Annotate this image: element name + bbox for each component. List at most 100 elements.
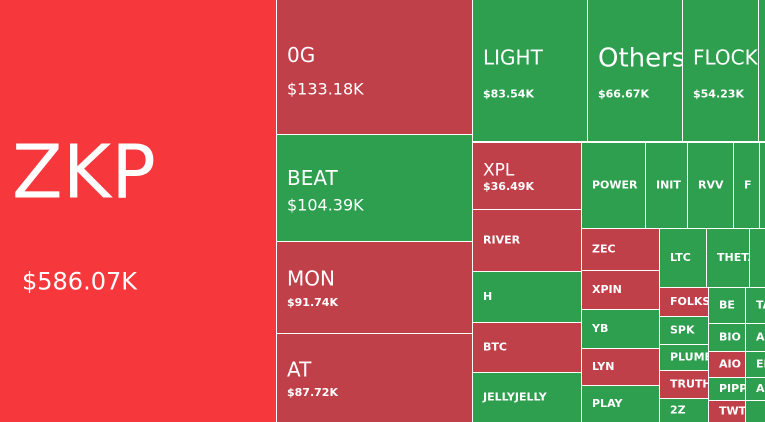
- tile: F: [734, 143, 759, 228]
- tile-label: PIPP: [719, 382, 747, 395]
- tile-label: BE: [719, 299, 735, 312]
- tile: YB: [582, 310, 659, 348]
- tile-background: [683, 0, 758, 141]
- tile: AT $87.72K: [277, 334, 472, 422]
- tile-background: [660, 229, 706, 287]
- tile-background: [277, 334, 472, 422]
- tile-label: TA: [756, 299, 765, 312]
- tile-label: LTC: [670, 251, 691, 264]
- tile: BTC: [473, 323, 581, 372]
- tile-label: EI: [756, 358, 765, 371]
- tile-label: FLOCK: [693, 46, 759, 70]
- tile-background: [746, 352, 765, 377]
- tile: [746, 401, 765, 422]
- tile-label: 0G: [287, 43, 315, 67]
- tile-label: SPK: [670, 324, 695, 337]
- tile-value: $586.07K: [22, 268, 138, 296]
- tile: LIGHT $83.54K: [473, 0, 587, 141]
- tile-background: [709, 324, 745, 351]
- tile-label: MON: [287, 267, 335, 291]
- tile: ZKP $586.07K: [0, 0, 276, 422]
- tile-background: [660, 371, 708, 398]
- tile-background: [473, 0, 587, 141]
- tile-value: $87.72K: [287, 386, 338, 399]
- tile-background: [746, 324, 765, 351]
- tile: AC: [746, 324, 765, 351]
- tile-background: [688, 143, 733, 228]
- tile: MON $91.74K: [277, 242, 472, 333]
- tile-background: [588, 0, 682, 141]
- tile-label: ZKP: [12, 130, 156, 216]
- tile: PLAY: [582, 386, 659, 422]
- tile: LYN: [582, 349, 659, 385]
- tile-label: AC: [756, 331, 765, 344]
- tile-background: [709, 288, 745, 323]
- tile-label: RIVER: [483, 234, 521, 247]
- tile-background: [709, 352, 745, 377]
- tile: THETA: [707, 229, 749, 287]
- tile: H: [473, 272, 581, 322]
- tile: BIO: [709, 324, 745, 351]
- tile-label: F: [744, 179, 752, 192]
- tile-background: [660, 288, 708, 316]
- tile: XPL$36.49K: [473, 143, 581, 209]
- tile: PLUME: [660, 345, 708, 370]
- tile-label: INIT: [656, 179, 681, 192]
- tile-label: POWER: [592, 179, 638, 192]
- tile-label: BIO: [719, 331, 741, 344]
- tile-background: [709, 378, 745, 400]
- tile: JELLYJELLY: [473, 373, 581, 422]
- tile-background: [473, 143, 581, 209]
- tile: POWER: [582, 143, 645, 228]
- tile-label: JELLYJELLY: [482, 391, 548, 404]
- tile: ZEC: [582, 229, 659, 270]
- tile-background: [707, 229, 749, 287]
- tile-background: [746, 401, 765, 422]
- tile: TA: [746, 288, 765, 323]
- tile-label: 2Z: [670, 404, 686, 417]
- tile-background: [277, 242, 472, 333]
- tile: [750, 229, 765, 287]
- tile: RVV: [688, 143, 733, 228]
- tile: [760, 143, 765, 228]
- tile: [759, 0, 765, 141]
- tile: INIT: [646, 143, 687, 228]
- tile-label: RVV: [698, 179, 724, 192]
- tile-value: $133.18K: [287, 79, 364, 98]
- tile: 2Z: [660, 399, 708, 422]
- tile-background: [646, 143, 687, 228]
- tile-background: [660, 345, 708, 370]
- tile-label: AIO: [719, 358, 741, 371]
- tile: RIVER: [473, 210, 581, 271]
- tile: LTC: [660, 229, 706, 287]
- tile-background: [582, 229, 659, 270]
- tile-value: $104.39K: [287, 196, 364, 215]
- tile-label: H: [483, 290, 492, 303]
- tile-label: TWT: [719, 405, 747, 418]
- tile-value: $83.54K: [483, 87, 534, 100]
- tile: 0G $133.18K: [277, 0, 472, 134]
- tile-background: [582, 271, 659, 309]
- tile-label: TRUTH: [670, 378, 712, 391]
- tile-background: [582, 143, 645, 228]
- tile: Others $66.67K: [588, 0, 685, 141]
- tile-label: LIGHT: [483, 46, 544, 70]
- tile-background: [473, 272, 581, 322]
- tile-background: [746, 378, 765, 400]
- tile-label: Others: [598, 44, 685, 74]
- tile-background: [582, 310, 659, 348]
- tile: BE: [709, 288, 745, 323]
- tile-background: [473, 323, 581, 372]
- tile: FLOCK $54.23K: [683, 0, 759, 141]
- tile-background: [582, 386, 659, 422]
- tile: TRUTH: [660, 371, 712, 398]
- tile-label: XPIN: [592, 283, 622, 296]
- tile-background: [277, 0, 472, 134]
- tile-label: ZEC: [592, 243, 616, 256]
- tile-background: [760, 143, 765, 228]
- tile-label: LYN: [592, 360, 614, 373]
- tile: BEAT $104.39K: [277, 135, 472, 241]
- tile-background: [746, 288, 765, 323]
- tile-value: $36.49K: [483, 180, 534, 193]
